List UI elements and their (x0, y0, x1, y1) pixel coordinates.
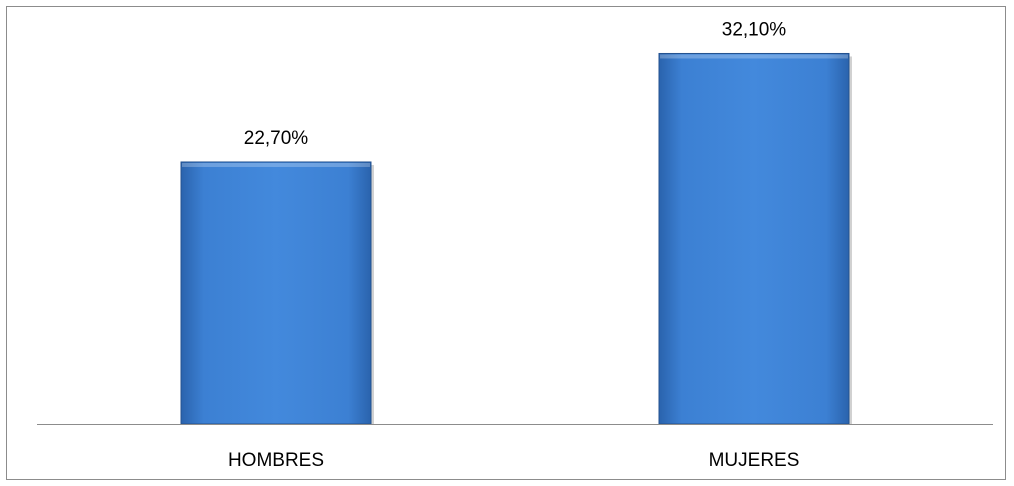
bar-hombres (180, 161, 374, 425)
bars-layer (180, 52, 852, 425)
bar-highlight (660, 54, 848, 59)
bar (180, 161, 372, 425)
labels-layer: 22,70% HOMBRES 32,10% MUJERES (228, 19, 799, 471)
tick-label: MUJERES (709, 450, 800, 471)
bar (658, 52, 850, 425)
tick-label: HOMBRES (228, 450, 324, 471)
data-label: 22,70% (244, 128, 309, 149)
bar-highlight (182, 162, 370, 167)
bar-mujeres (658, 52, 852, 425)
data-label: 32,10% (722, 19, 787, 40)
